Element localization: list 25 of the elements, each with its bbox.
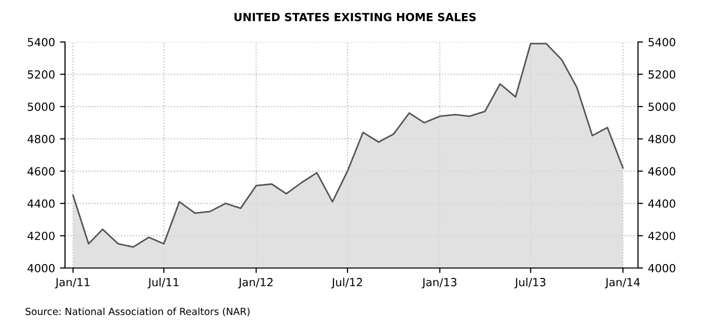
- y2-tick-label: 5000: [648, 102, 676, 111]
- x-tick-label: Jan/14: [604, 278, 640, 288]
- y2-tick-label: 4400: [648, 199, 676, 208]
- y-tick-label: 5000: [28, 102, 55, 111]
- y2-tick-label: 5400: [648, 38, 676, 46]
- y-tick-label: 4400: [28, 199, 55, 208]
- y2-tick-label: 5200: [648, 70, 676, 79]
- y-tick-label: 4200: [28, 232, 55, 240]
- x-tick-label: Jul/13: [514, 278, 546, 288]
- y2-tick-label: 4800: [648, 134, 676, 144]
- y-tick-label: 4800: [28, 134, 55, 144]
- y2-tick-label: 4200: [648, 232, 676, 240]
- x-tick-label: Jan/12: [238, 278, 273, 288]
- x-tick-label: Jan/13: [422, 278, 456, 288]
- y-tick-label: 4000: [28, 264, 55, 272]
- y2-tick-label: 4600: [648, 167, 676, 176]
- x-tick-label: Jul/11: [148, 278, 178, 288]
- x-tick-label: Jul/12: [331, 278, 362, 288]
- y2-tick-label: 4000: [648, 264, 676, 272]
- y-tick-label: 5400: [28, 38, 55, 46]
- source-note: Source: National Association of Realtors (NAR): [26, 308, 250, 316]
- y-tick-label: 5200: [28, 70, 55, 79]
- y-tick-label: 4600: [28, 167, 55, 176]
- x-tick-label: Jan/11: [54, 278, 90, 288]
- chart-title: UNITED STATES EXISTING HOME SALES: [234, 12, 476, 22]
